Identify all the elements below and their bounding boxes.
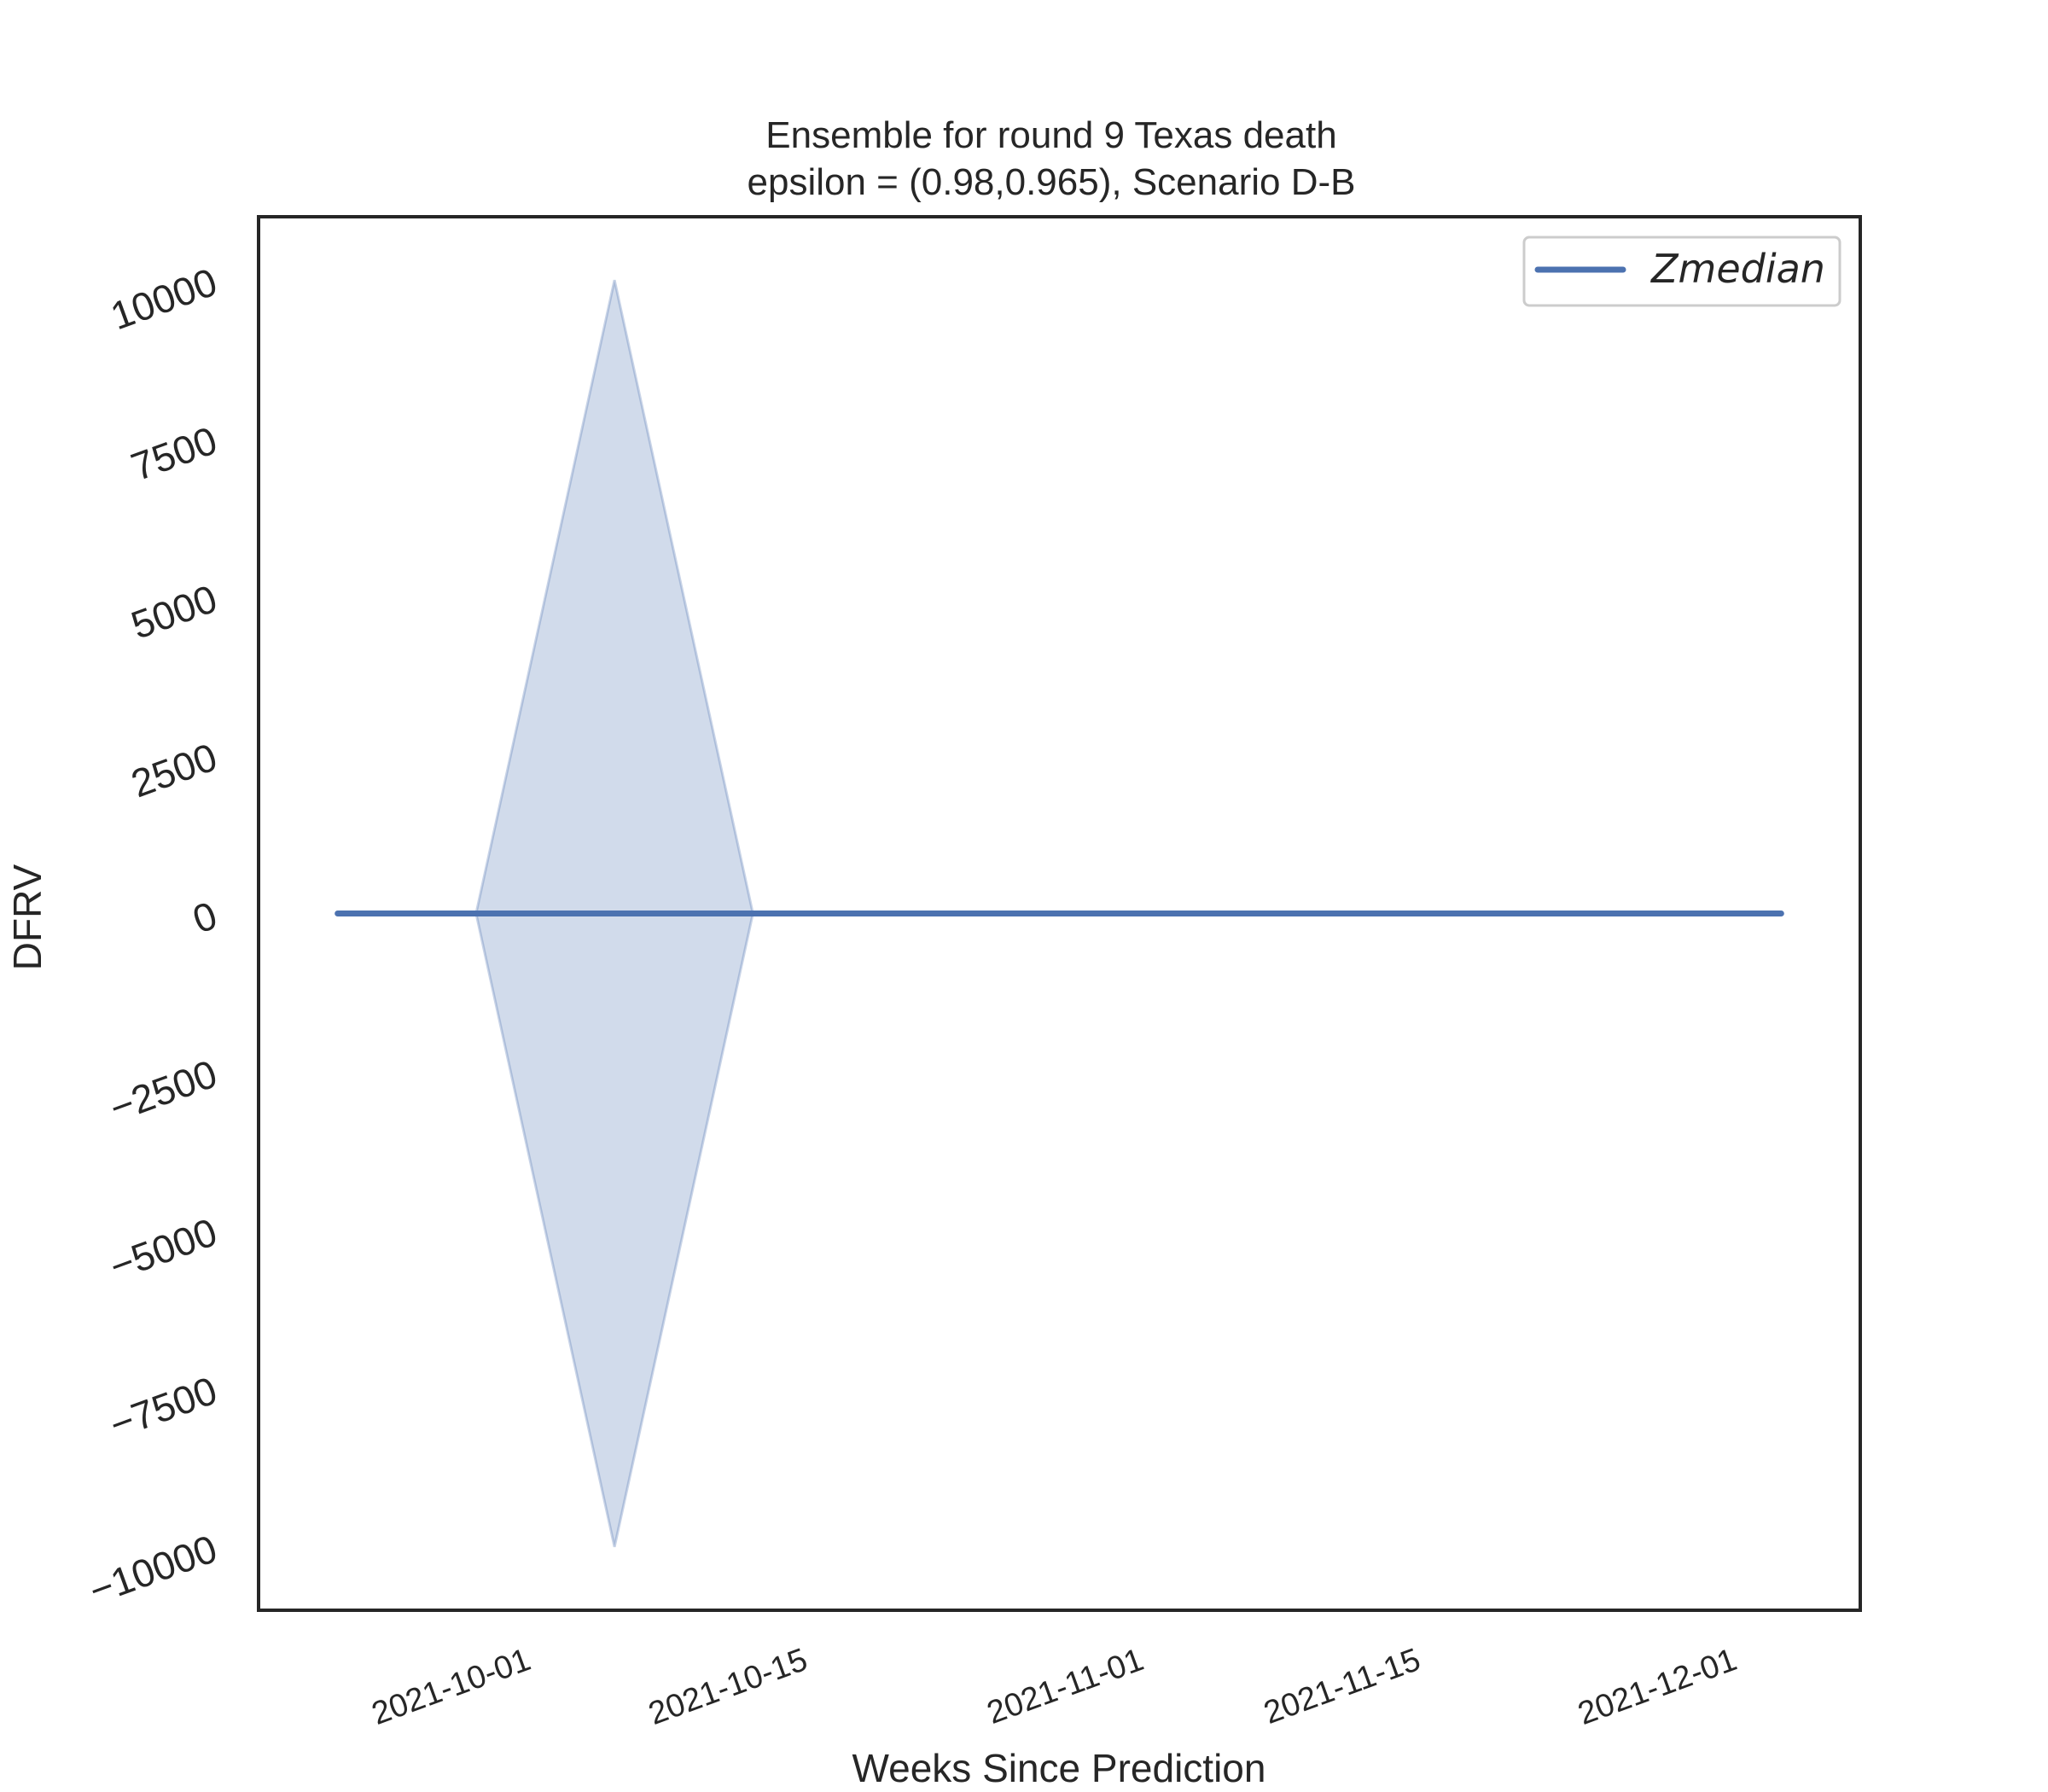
chart-subtitle: epsilon = (0.98,0.965), Scenario D-B — [748, 161, 1356, 203]
legend-box — [1522, 236, 1841, 307]
y-tick-label: 0 — [187, 893, 223, 942]
x-axis-ticks: 2021-10-01 2021-10-15 2021-11-01 2021-11-15… — [367, 1642, 1742, 1732]
y-tick-label: −7500 — [104, 1368, 223, 1447]
legend: Zmedian — [1522, 236, 1841, 307]
x-axis-label: Weeks Since Prediction — [852, 1746, 1266, 1790]
legend-label-zmedian: Zmedian — [1649, 246, 1825, 292]
x-tick-label: 2021-12-01 — [1574, 1642, 1742, 1732]
x-tick-label: 2021-11-01 — [982, 1642, 1148, 1731]
y-tick-label: 10000 — [105, 259, 223, 339]
y-axis-label: DFRV — [5, 864, 49, 970]
plot-area — [335, 279, 1784, 1548]
x-tick-label: 2021-10-01 — [367, 1642, 535, 1732]
x-tick-label: 2021-11-15 — [1260, 1642, 1425, 1731]
plot-frame — [257, 215, 1862, 1612]
x-tick-label: 2021-10-15 — [644, 1642, 812, 1732]
chart-title: Ensemble for round 9 Texas death — [765, 114, 1336, 156]
y-tick-label: −10000 — [84, 1526, 223, 1613]
y-axis-ticks: −10000 −7500 −5000 −2500 0 2500 5000 7500 10000 — [84, 259, 223, 1613]
y-tick-label: 2500 — [125, 734, 223, 806]
y-tick-label: 5000 — [125, 576, 223, 648]
y-tick-label: −5000 — [104, 1209, 223, 1289]
y-tick-label: −2500 — [104, 1051, 223, 1131]
y-tick-label: 7500 — [125, 417, 223, 489]
